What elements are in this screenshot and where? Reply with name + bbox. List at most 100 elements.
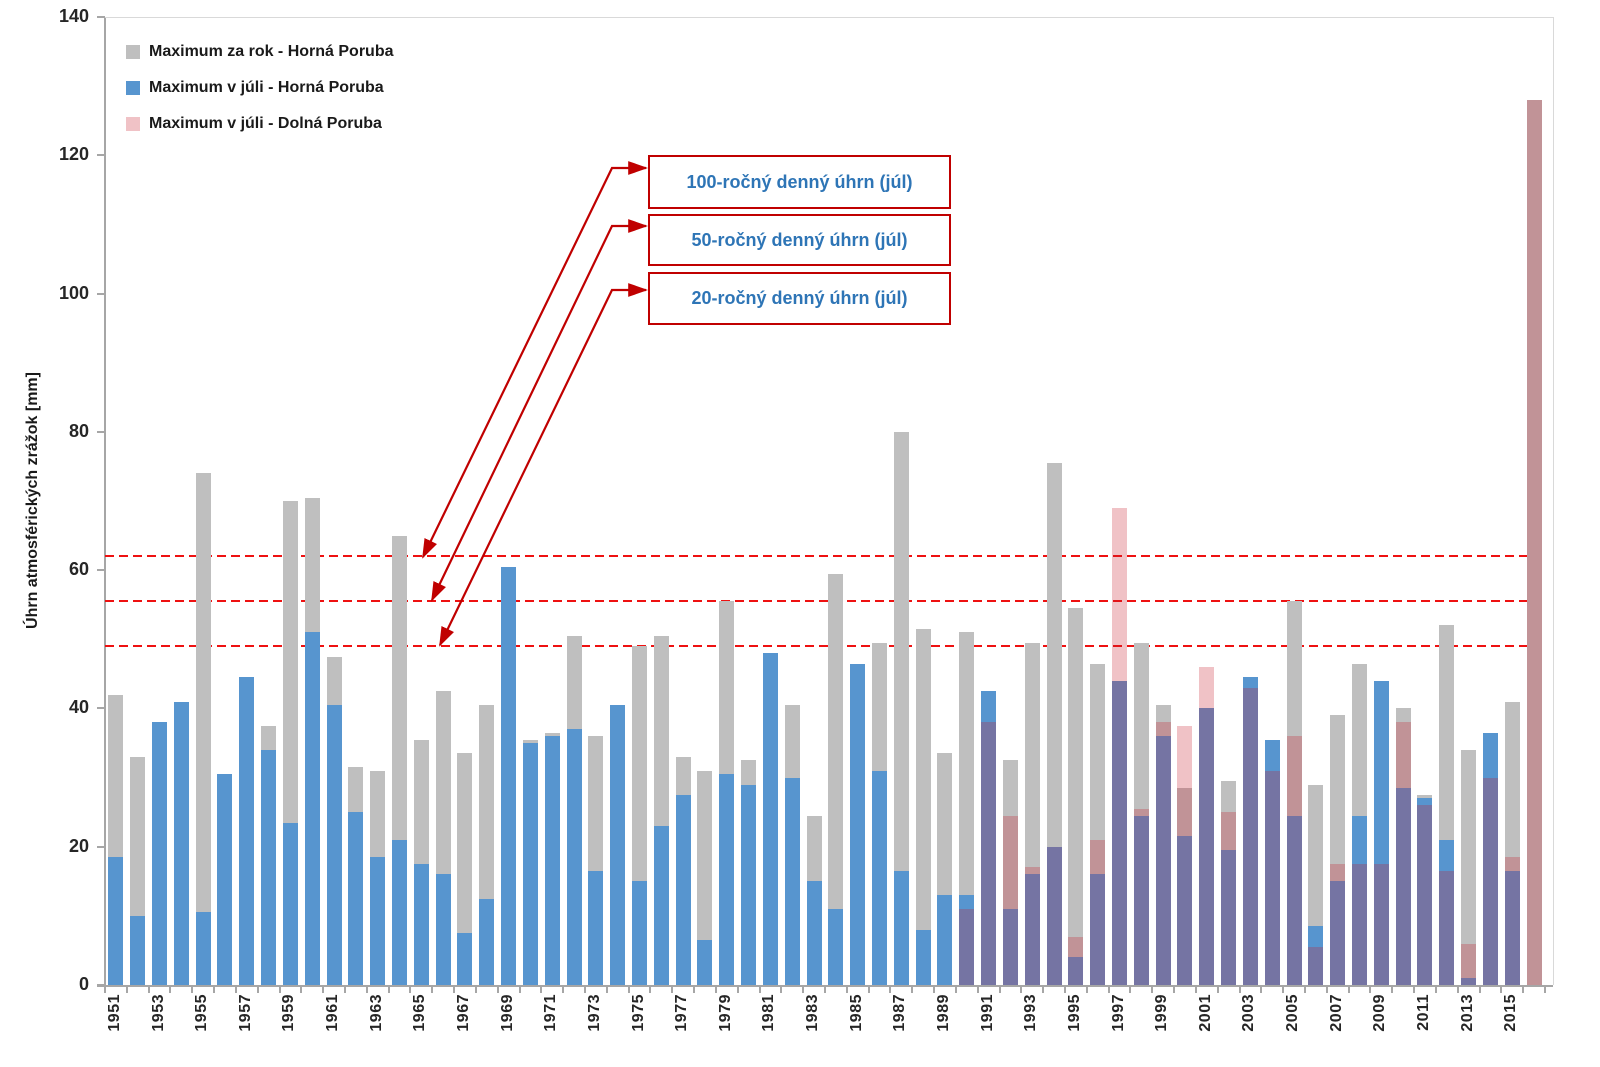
bar-2001-july-max-horna (1199, 708, 1215, 985)
year-slot-1983 (803, 17, 825, 985)
year-slot-2001 (1196, 17, 1218, 985)
bar-1962-july-max-horna (348, 812, 364, 985)
bar-1993-july-max-horna (1024, 874, 1040, 985)
x-axis-tick (213, 987, 216, 993)
bar-2008-july-max-horna (1352, 815, 1368, 985)
x-axis-label-1999: 1999 (1153, 994, 1171, 1032)
year-slot-1997 (1109, 17, 1131, 985)
bar-1957-july-max-horna (239, 677, 255, 985)
x-axis-tick (889, 987, 892, 993)
y-axis-tick-20 (97, 845, 105, 848)
x-axis-tick (1434, 987, 1437, 993)
year-slot-1984 (825, 17, 847, 985)
year-slot-2009 (1370, 17, 1392, 985)
y-axis-tick-0 (97, 984, 105, 986)
x-axis-tick (780, 987, 783, 993)
x-axis-label-2009: 2009 (1371, 994, 1389, 1032)
year-slot-1985 (847, 17, 869, 985)
x-axis-label-1965: 1965 (411, 994, 429, 1032)
y-axis-label-20: 20 (68, 835, 89, 856)
bar-1987-annual-max-horna (893, 431, 909, 985)
plot-right-border (1553, 17, 1554, 985)
x-axis-label-1981: 1981 (760, 994, 778, 1032)
bar-2015-july-max-dolna (1504, 857, 1520, 985)
x-axis-label-1985: 1985 (847, 994, 865, 1032)
y-axis-label-120: 120 (58, 144, 89, 165)
x-axis-tick (933, 987, 936, 993)
bar-1995-july-max-dolna (1068, 936, 1084, 985)
x-axis-label-2005: 2005 (1284, 994, 1302, 1032)
bar-1955-annual-max-horna (195, 473, 211, 985)
x-axis-tick (1500, 987, 1503, 993)
bar-1953-july-max-horna (152, 722, 168, 985)
reference-line-100yr (105, 555, 1536, 558)
year-slot-1992 (1000, 17, 1022, 985)
bar-1978-july-max-horna (697, 940, 713, 985)
x-axis-tick (387, 987, 390, 993)
x-axis-tick (540, 987, 543, 993)
plot-area (105, 17, 1554, 985)
year-slot-2003 (1240, 17, 1262, 985)
year-slot-1975 (629, 17, 651, 985)
bar-1955-july-max-horna (195, 912, 211, 985)
year-slot-1964 (389, 17, 411, 985)
x-axis-label-1963: 1963 (367, 994, 385, 1032)
x-axis-label-1951: 1951 (105, 994, 123, 1032)
bar-1983-july-max-horna (806, 881, 822, 985)
bar-2005-july-max-dolna (1286, 736, 1302, 985)
bar-1984-annual-max-horna (828, 573, 844, 985)
x-axis-tick (736, 987, 739, 993)
year-slot-2008 (1349, 17, 1371, 985)
x-axis-label-1971: 1971 (542, 994, 560, 1032)
bar-1952-july-max-horna (130, 915, 146, 985)
bar-2011-july-max-dolna (1417, 805, 1433, 985)
year-slot-1994 (1043, 17, 1065, 985)
bar-1967-july-max-horna (457, 933, 473, 985)
year-slot-1971 (541, 17, 563, 985)
year-slot-2012 (1436, 17, 1458, 985)
year-slot-1953 (149, 17, 171, 985)
bar-1972-july-max-horna (566, 729, 582, 985)
callout-label-20yr: 20-ročný denný úhrn (júl) (691, 288, 908, 308)
x-axis-tick (1173, 987, 1176, 993)
year-slot-2013 (1458, 17, 1480, 985)
x-axis-tick (453, 987, 456, 993)
x-axis-tick (998, 987, 1001, 993)
year-slot-1986 (869, 17, 891, 985)
bar-1999-july-max-dolna (1155, 722, 1171, 985)
x-axis-tick (1391, 987, 1394, 993)
legend-label: Maximum v júli - Horná Poruba (149, 78, 384, 96)
x-axis-label-1987: 1987 (891, 994, 909, 1032)
x-axis-tick (758, 987, 761, 993)
x-axis-line (97, 985, 1553, 987)
x-axis-tick (431, 987, 434, 993)
year-slot-1972 (563, 17, 585, 985)
bar-1999-july-max-horna (1155, 736, 1171, 985)
year-slot-1969 (498, 17, 520, 985)
bar-1973-july-max-horna (588, 870, 604, 985)
x-axis-tick (1369, 987, 1372, 993)
bar-1979-july-max-horna (719, 774, 735, 985)
x-axis-label-1967: 1967 (455, 994, 472, 1032)
x-axis-tick (234, 987, 237, 993)
bar-2011-july-max-horna (1417, 798, 1433, 985)
x-axis-tick (954, 987, 957, 993)
x-axis-label-1991: 1991 (978, 994, 996, 1032)
year-slot-1956 (214, 17, 236, 985)
x-axis-label-1977: 1977 (673, 994, 691, 1032)
bar-1968-july-max-horna (479, 898, 495, 985)
legend-swatch-gray (126, 44, 140, 59)
bar-1995-july-max-horna (1068, 957, 1084, 985)
bar-1975-july-max-horna (632, 881, 648, 985)
year-slot-1966 (432, 17, 454, 985)
bar-2008-july-max-dolna (1352, 864, 1368, 985)
x-axis-tick (1107, 987, 1110, 993)
bar-2005-july-max-horna (1286, 815, 1302, 985)
x-axis-label-1969: 1969 (498, 994, 516, 1032)
bar-1967-annual-max-horna (457, 753, 473, 985)
bar-2002-july-max-dolna (1221, 812, 1237, 985)
x-axis-tick (344, 987, 346, 993)
year-slot-1982 (781, 17, 803, 985)
x-axis-label-1959: 1959 (280, 994, 298, 1032)
bar-1990-july-max-dolna (959, 908, 975, 985)
